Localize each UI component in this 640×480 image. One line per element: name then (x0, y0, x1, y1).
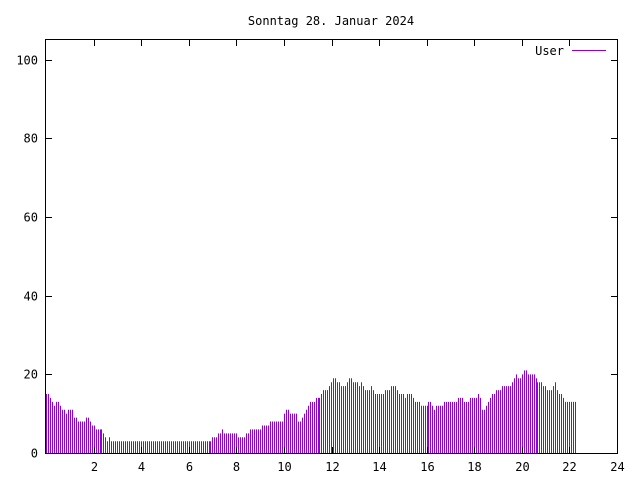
x-tick-label: 24 (610, 460, 624, 474)
x-tick-label: 22 (562, 460, 576, 474)
x-tick-label: 14 (372, 460, 386, 474)
x-axis: 2 4 6 8 10 12 14 16 18 20 22 24 (91, 40, 625, 474)
y-tick-label: 20 (24, 368, 38, 382)
x-tick-label: 6 (186, 460, 193, 474)
x-tick-label: 18 (467, 460, 481, 474)
legend: User (535, 44, 606, 58)
y-axis: 0 20 40 60 80 100 (16, 54, 617, 461)
bars-group (46, 370, 576, 453)
y-tick-label: 40 (24, 290, 38, 304)
x-tick-label: 4 (138, 460, 145, 474)
plot-frame (45, 39, 618, 454)
x-tick-label: 20 (515, 460, 529, 474)
x-tick-label: 16 (420, 460, 434, 474)
x-tick-label: 10 (277, 460, 291, 474)
x-tick-label: 2 (91, 460, 98, 474)
legend-label: User (535, 44, 564, 58)
y-tick-label: 0 (31, 447, 38, 461)
chart-title: Sonntag 28. Januar 2024 (248, 14, 414, 28)
y-tick-label: 60 (24, 211, 38, 225)
x-tick-label: 8 (233, 460, 240, 474)
x-tick-label: 12 (325, 460, 339, 474)
y-tick-label: 80 (24, 132, 38, 146)
y-tick-label: 100 (16, 54, 38, 68)
